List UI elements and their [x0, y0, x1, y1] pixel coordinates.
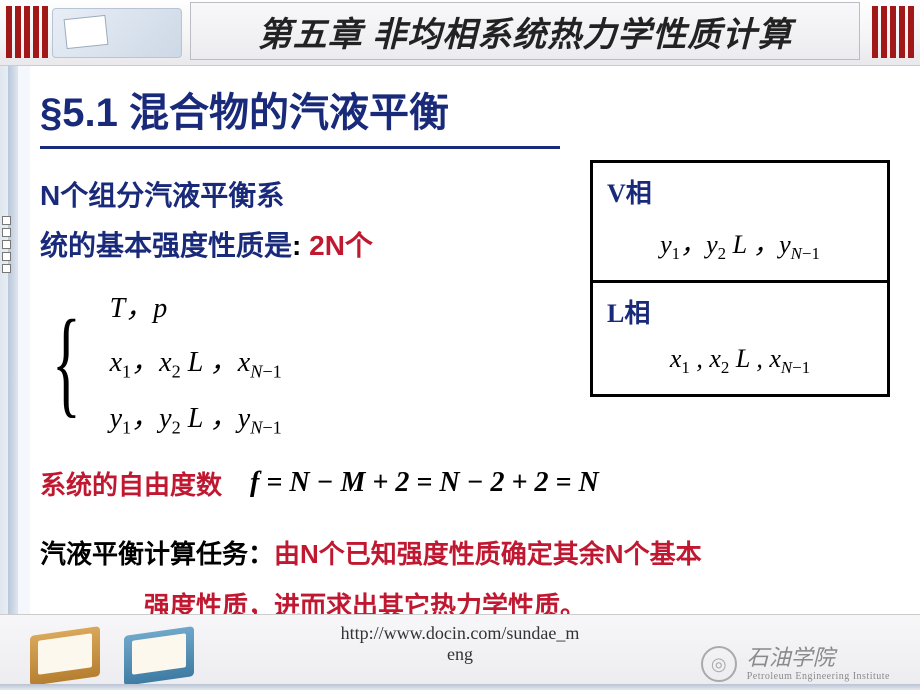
footer-institution: ◎ 石油学院 Petroleum Engineering Institute	[701, 646, 890, 682]
seal-icon: ◎	[701, 646, 737, 682]
brace-row-x: x1，x2 L ，xN−1	[110, 340, 282, 383]
dof-formula: f = N − M + 2 = N − 2 + 2 = N	[250, 467, 599, 499]
phase-l-vars: x1 , x2 L , xN−1	[607, 344, 873, 378]
header-stripes-right	[872, 6, 914, 58]
footer-url: http://www.docin.com/sundae_m eng	[341, 623, 580, 665]
intro-n: N	[40, 180, 60, 211]
degrees-of-freedom: 系统的自由度数 f = N − M + 2 = N − 2 + 2 = N	[40, 465, 900, 502]
phase-v-title: V相	[607, 173, 873, 210]
section-title: 混合物的汽液平衡	[129, 91, 449, 135]
header-stripes-left	[6, 6, 48, 58]
phase-v: V相 y1，y2 L ，yN−1	[593, 163, 887, 280]
footer-strip	[0, 684, 920, 690]
heading-underline	[40, 146, 560, 149]
left-sidebar	[0, 66, 30, 614]
slide-content: §5.1 混合物的汽液平衡 N个组分汽液平衡系 统的基本强度性质是: 2N个 {…	[40, 80, 900, 600]
footer-books-icon	[30, 631, 214, 686]
brace-row-y: y1，y2 L ，yN−1	[110, 396, 282, 439]
institution-en: Petroleum Engineering Institute	[747, 671, 890, 682]
slide-header: 第五章 非均相系统热力学性质计算	[0, 0, 920, 66]
phase-boxes: V相 y1，y2 L ，yN−1 L相 x1 , x2 L , xN−1	[590, 160, 890, 397]
task-body-1: 由N个已知强度性质确定其余N个基本	[274, 539, 702, 569]
section-number: §5.1	[40, 91, 118, 135]
phase-l-title: L相	[607, 293, 873, 330]
phase-v-vars: y1，y2 L ，yN−1	[607, 224, 873, 264]
nav-dots	[2, 216, 11, 273]
chapter-title: 第五章 非均相系统热力学性质计算	[190, 2, 860, 60]
dof-label: 系统的自由度数	[40, 465, 222, 502]
header-notebook-icon	[52, 8, 182, 58]
phase-l: L相 x1 , x2 L , xN−1	[593, 280, 887, 394]
left-brace: {	[52, 307, 81, 417]
brace-row-tp: T，p	[110, 286, 282, 326]
slide-footer: http://www.docin.com/sundae_m eng ◎ 石油学院…	[0, 614, 920, 690]
section-heading: §5.1 混合物的汽液平衡	[40, 80, 900, 138]
institution-cn: 石油学院	[747, 646, 890, 670]
task-lead: 汽液平衡计算任务：	[40, 539, 274, 569]
